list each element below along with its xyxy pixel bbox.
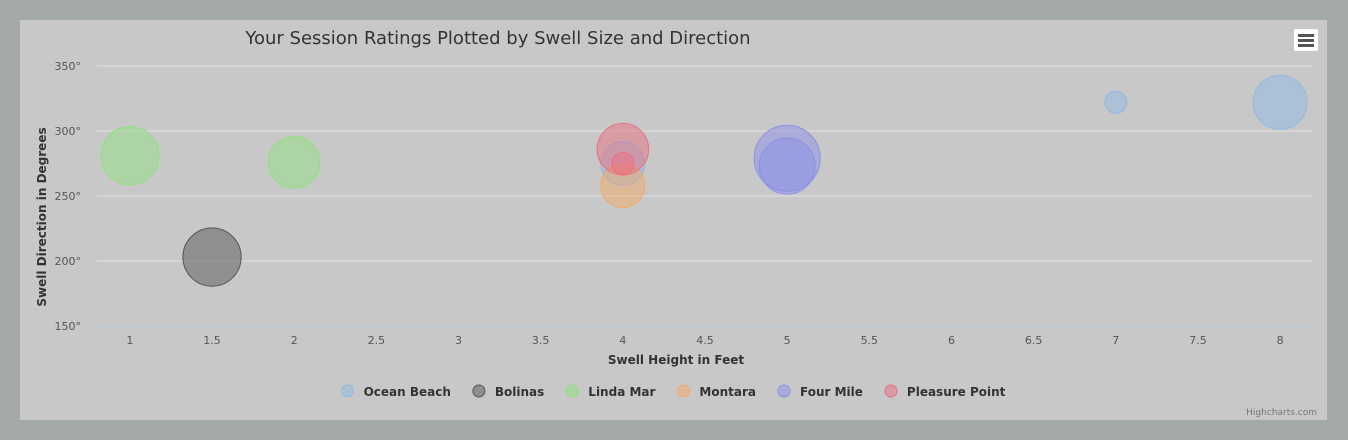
x-axis-title: Swell Height in Feet — [608, 353, 744, 367]
x-tick-label: 6.5 — [1025, 334, 1043, 347]
chart-container: Your Session Ratings Plotted by Swell Si… — [20, 20, 1327, 420]
y-tick-label: 350° — [55, 60, 82, 73]
chart-menu-button[interactable] — [1294, 29, 1318, 51]
credits-link[interactable]: Highcharts.com — [1246, 408, 1317, 418]
y-tick-label: 200° — [55, 255, 82, 268]
bubble-chart: Your Session Ratings Plotted by Swell Si… — [35, 28, 1317, 418]
legend: Ocean Beach Bolinas Linda Mar Montara Four M… — [341, 384, 1006, 399]
y-axis-title: Swell Direction in Degrees — [35, 127, 49, 306]
bubble-point[interactable] — [1252, 74, 1308, 130]
legend-marker — [884, 384, 898, 398]
x-tick-label: 1 — [126, 334, 133, 347]
bubble-point[interactable] — [611, 152, 635, 175]
legend-item[interactable]: Linda Mar — [565, 384, 656, 399]
x-tick-label: 8 — [1277, 334, 1284, 347]
x-tick-label: 1.5 — [203, 334, 221, 347]
x-tick-label: 2 — [291, 334, 298, 347]
legend-label: Linda Mar — [588, 385, 655, 399]
gridlines — [97, 65, 1313, 327]
legend-marker — [472, 384, 486, 398]
legend-marker — [341, 384, 355, 398]
x-tick-label: 2.5 — [368, 334, 386, 347]
legend-marker — [777, 384, 791, 398]
x-tick-label: 7 — [1112, 334, 1119, 347]
legend-item[interactable]: Bolinas — [472, 384, 544, 399]
legend-label: Four Mile — [800, 385, 863, 399]
bubble-point[interactable] — [100, 126, 160, 186]
x-tick-label: 6 — [948, 334, 955, 347]
legend-label: Montara — [699, 385, 756, 399]
y-tick-label: 150° — [55, 320, 82, 333]
x-tick-label: 4.5 — [696, 334, 714, 347]
y-axis-labels: 150° 200° 250° 300° 350° — [55, 60, 82, 333]
x-tick-label: 3 — [455, 334, 462, 347]
legend-marker — [676, 384, 690, 398]
x-tick-label: 7.5 — [1189, 334, 1207, 347]
bubble-point[interactable] — [267, 135, 321, 189]
bubble-series — [100, 74, 1308, 287]
legend-item[interactable]: Pleasure Point — [884, 384, 1006, 399]
legend-label: Ocean Beach — [364, 385, 451, 399]
bubble-point[interactable] — [758, 137, 816, 195]
x-axis-labels: 1 1.5 2 2.5 3 3.5 4 4.5 5 5.5 6 6.5 7 7.5 8 — [126, 334, 1283, 347]
legend-item[interactable]: Montara — [676, 384, 756, 399]
legend-item[interactable]: Ocean Beach — [341, 384, 451, 399]
legend-marker — [565, 384, 579, 398]
y-tick-label: 300° — [55, 125, 82, 138]
bubble-point[interactable] — [1104, 90, 1128, 114]
x-tick-label: 3.5 — [532, 334, 550, 347]
bubble-point[interactable] — [182, 227, 242, 287]
x-tick-label: 4 — [619, 334, 626, 347]
x-tick-label: 5 — [784, 334, 791, 347]
legend-label: Pleasure Point — [907, 385, 1006, 399]
legend-item[interactable]: Four Mile — [777, 384, 863, 399]
y-tick-label: 250° — [55, 190, 82, 203]
legend-label: Bolinas — [495, 385, 544, 399]
chart-title: Your Session Ratings Plotted by Swell Si… — [244, 28, 750, 49]
x-tick-label: 5.5 — [861, 334, 879, 347]
